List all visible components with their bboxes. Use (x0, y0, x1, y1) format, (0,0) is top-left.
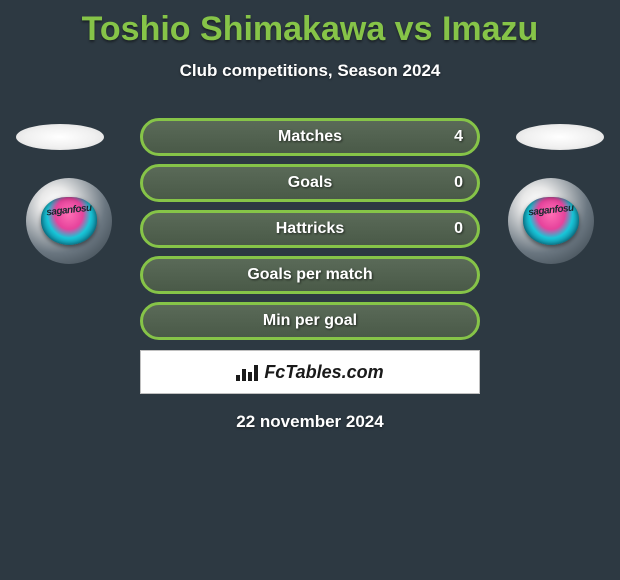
stat-row-goals: Goals 0 (140, 164, 480, 202)
stat-row-matches: Matches 4 (140, 118, 480, 156)
stat-label: Goals (288, 174, 332, 192)
stat-label: Hattricks (276, 220, 344, 238)
date-text: 22 november 2024 (0, 412, 620, 432)
chart-icon (236, 363, 258, 381)
stats-area: Matches 4 Goals 0 Hattricks 0 Goals per … (0, 118, 620, 432)
stat-row-min-per-goal: Min per goal (140, 302, 480, 340)
site-badge-text: FcTables.com (264, 362, 383, 383)
stat-value-right: 0 (454, 174, 463, 192)
page-title: Toshio Shimakawa vs Imazu (0, 0, 620, 49)
stat-value-right: 0 (454, 220, 463, 238)
stat-label: Goals per match (247, 266, 372, 284)
stat-row-goals-per-match: Goals per match (140, 256, 480, 294)
stat-row-hattricks: Hattricks 0 (140, 210, 480, 248)
stat-label: Min per goal (263, 312, 357, 330)
site-badge[interactable]: FcTables.com (140, 350, 480, 394)
stat-value-right: 4 (454, 128, 463, 146)
stat-label: Matches (278, 128, 342, 146)
subtitle: Club competitions, Season 2024 (0, 61, 620, 81)
